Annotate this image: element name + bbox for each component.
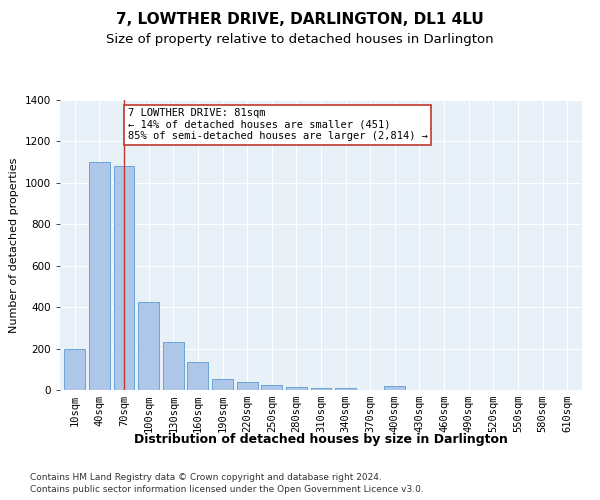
Bar (138, 302, 159, 390)
Bar (212, 378, 233, 390)
Bar (113, 166, 134, 390)
Bar (187, 362, 208, 390)
Bar (236, 382, 257, 390)
Bar (261, 386, 282, 390)
Text: Distribution of detached houses by size in Darlington: Distribution of detached houses by size … (134, 432, 508, 446)
Text: 7 LOWTHER DRIVE: 81sqm
← 14% of detached houses are smaller (451)
85% of semi-de: 7 LOWTHER DRIVE: 81sqm ← 14% of detached… (128, 108, 428, 142)
Text: Contains HM Land Registry data © Crown copyright and database right 2024.: Contains HM Land Registry data © Crown c… (30, 472, 382, 482)
Bar (385, 386, 406, 390)
Bar (286, 387, 307, 390)
Y-axis label: Number of detached properties: Number of detached properties (9, 158, 19, 332)
Text: Contains public sector information licensed under the Open Government Licence v3: Contains public sector information licen… (30, 485, 424, 494)
Text: Size of property relative to detached houses in Darlington: Size of property relative to detached ho… (106, 32, 494, 46)
Bar (335, 388, 356, 390)
Bar (163, 342, 184, 390)
Bar (311, 388, 331, 390)
Bar (89, 162, 110, 390)
Bar (64, 348, 85, 390)
Text: 7, LOWTHER DRIVE, DARLINGTON, DL1 4LU: 7, LOWTHER DRIVE, DARLINGTON, DL1 4LU (116, 12, 484, 28)
